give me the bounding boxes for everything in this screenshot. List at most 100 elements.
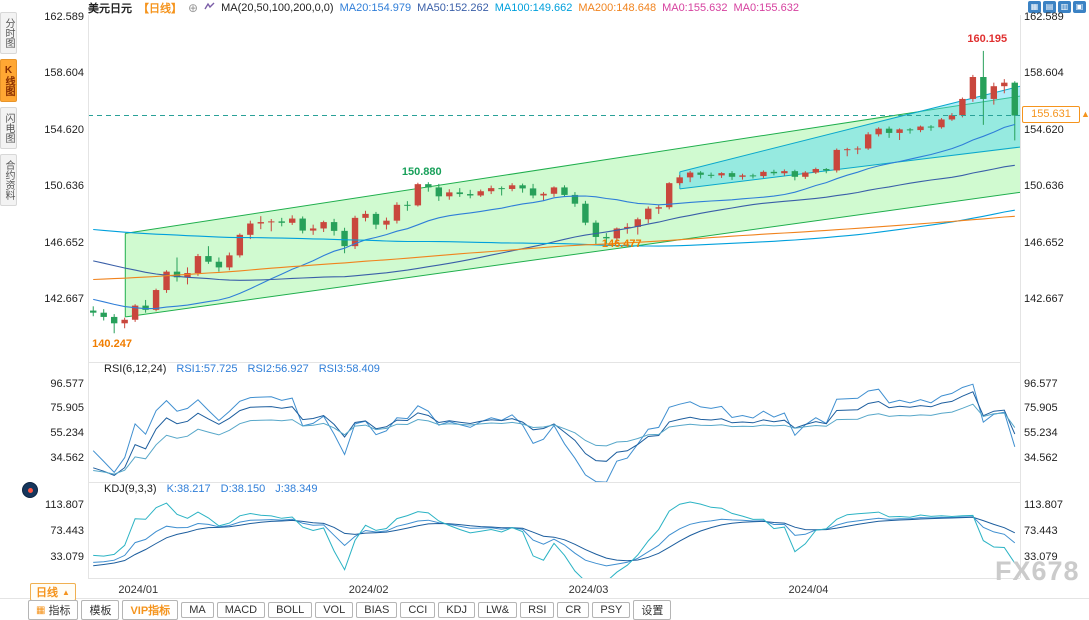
y-axis-label: 34.562 (1024, 452, 1058, 465)
rsi-values: RSI1:57.725 RSI2:56.927 RSI3:58.409 (176, 363, 379, 375)
y-axis-label: 113.807 (45, 499, 84, 512)
sidebar-tab-contract-info[interactable]: 合约资料 (0, 154, 17, 206)
separator (88, 482, 1020, 483)
ma-value-2: MA100:149.662 (494, 2, 573, 14)
toolbar-item-bias[interactable]: BIAS (356, 602, 398, 618)
last-price-tag: 155.631 (1022, 106, 1080, 124)
toolbar-item-rsi[interactable]: RSI (520, 602, 555, 618)
period-tag: 【日线】 (138, 3, 182, 15)
toolbar-item-label: BIAS (364, 604, 390, 616)
period-selector[interactable]: 日线 ▲ (30, 583, 76, 601)
toolbar-item-label: LW& (486, 604, 510, 616)
y-axis-label: 113.807 (1024, 499, 1063, 512)
toolbar-item-kdj[interactable]: KDJ (438, 602, 476, 618)
toolbar-item-cr[interactable]: CR (557, 602, 590, 618)
ma-value-4: MA0:155.632 (662, 2, 728, 14)
toolbar-item-template[interactable]: 模板 (81, 600, 120, 620)
rsi-value-2: RSI2:56.927 (247, 363, 309, 375)
y-axis-label: 158.604 (1024, 67, 1064, 80)
toolbar-item-indicator[interactable]: ▦ 指标 (28, 600, 79, 620)
separator (88, 15, 89, 578)
scope-icon[interactable] (22, 482, 38, 498)
separator (1020, 15, 1021, 578)
annotation-dip-price: 146.477 (601, 238, 642, 251)
add-indicator-icon[interactable]: ⊕ (188, 1, 199, 15)
sidebar-tab-kline[interactable]: K线图 (0, 59, 17, 102)
bottom-toolbar: ▦ 指标 模板 VIP指标 MA MACD BOLL VOL BIAS CCI KDJ LW& RSI C… (28, 600, 672, 620)
y-axis-label: 146.652 (44, 236, 84, 249)
left-sidebar: 分时图 K线图闪电图合约资料 (0, 12, 17, 206)
watermark: FX678 (995, 556, 1080, 586)
kdj-chart[interactable] (88, 496, 1020, 578)
chart-type-icon[interactable]: ▥ (1058, 1, 1071, 13)
ma-value-1: MA50:152.262 (417, 2, 489, 14)
toolbar-item-label: VOL (323, 604, 346, 616)
separator (0, 598, 1089, 599)
toolbar-item-label: BOLL (276, 604, 305, 616)
toolbar-item-label: MA (189, 604, 206, 616)
toolbar-item-macd[interactable]: MACD (216, 602, 266, 618)
kdj-value-1: K:38.217 (166, 483, 211, 495)
period-label-text: 日线 (36, 587, 58, 599)
toolbar-item-vol[interactable]: VOL (315, 602, 354, 618)
rsi-label: RSI(6,12,24) (104, 363, 167, 375)
annotation-low-price: 140.247 (92, 338, 132, 351)
toolbar-item-lw[interactable]: LW& (478, 602, 518, 618)
caret-up-icon: ▲ (62, 587, 70, 597)
rsi-chart[interactable] (88, 377, 1020, 482)
toolbar-item-label: PSY (600, 604, 623, 616)
ma-params-label: MA(20,50,100,200,0,0) (221, 2, 334, 14)
y-axis-label: 33.079 (1024, 550, 1058, 563)
y-axis-label: 55.234 (1024, 427, 1058, 440)
kdj-header: KDJ(9,3,3) K:38.217 D:38.150 J:38.349 (104, 483, 317, 495)
toolbar-item-label: RSI (528, 604, 547, 616)
y-axis-label: 96.577 (50, 377, 84, 390)
toolbar-item-label: VIP指标 (130, 605, 171, 617)
ma-values: MA20:154.979 MA50:152.262 MA100:149.662 MA2… (340, 2, 805, 14)
toolbar-item-psy[interactable]: PSY (592, 602, 631, 618)
toolbar-item-label: CCI (408, 604, 428, 616)
y-axis-label: 162.589 (1024, 11, 1064, 23)
ma-chart-icon (204, 1, 215, 15)
ma-value-0: MA20:154.979 (339, 2, 412, 14)
toolbar-item-boll[interactable]: BOLL (268, 602, 313, 618)
kline-style-icon[interactable]: ▤ (1043, 1, 1056, 13)
y-axis-label: 73.443 (1024, 524, 1058, 537)
toolbar-item-cci[interactable]: CCI (400, 602, 436, 618)
y-axis-label: 75.905 (50, 402, 84, 415)
ma-value-3: MA200:148.648 (578, 2, 657, 14)
y-axis-label: 158.604 (44, 67, 84, 80)
y-axis-label: 33.079 (50, 550, 84, 563)
toolbar-item-label: MACD (224, 604, 258, 616)
separator (88, 362, 1020, 363)
y-axis-label: 55.234 (50, 427, 84, 440)
sidebar-tab-time-share[interactable]: 分时图 (0, 12, 17, 54)
y-axis-label: 154.620 (44, 123, 84, 136)
toolbar-item-label: 指标 (48, 605, 71, 617)
rsi-header: RSI(6,12,24) RSI1:57.725 RSI2:56.927 RSI3:… (104, 363, 380, 375)
y-axis-label: 142.667 (1024, 293, 1064, 305)
y-axis-label: 96.577 (1024, 377, 1058, 390)
separator (88, 578, 1020, 579)
layout-grid-icon[interactable]: ▦ (1028, 1, 1041, 13)
annotation-high-price: 160.195 (967, 32, 1008, 45)
sidebar-tab-lightning[interactable]: 闪电图 (0, 107, 17, 149)
x-axis-label: 2024/02 (348, 584, 389, 596)
candlestick-chart[interactable] (88, 15, 1020, 362)
chart-toolbar-icons: ▦ ▤ ▥ ▣ (1028, 1, 1086, 13)
kdj-value-3: J:38.349 (275, 483, 318, 495)
y-axis-label: 150.636 (44, 180, 84, 193)
fullscreen-icon[interactable]: ▣ (1073, 1, 1086, 13)
ma-value-5: MA0:155.632 (733, 2, 799, 14)
kdj-values: K:38.217 D:38.150 J:38.349 (167, 483, 318, 495)
toolbar-item-ma[interactable]: MA (181, 602, 214, 618)
toolbar-item-settings[interactable]: 设置 (633, 600, 672, 620)
kdj-label: KDJ(9,3,3) (104, 483, 157, 495)
y-axis-label: 150.636 (1024, 180, 1064, 193)
x-axis-label: 2024/04 (788, 584, 829, 596)
symbol-title: 美元日元 (88, 3, 132, 15)
y-axis-label: 162.589 (44, 11, 84, 23)
annotation-peak-price: 150.880 (401, 165, 442, 178)
toolbar-item-vip-indicator[interactable]: VIP指标 (122, 600, 179, 620)
